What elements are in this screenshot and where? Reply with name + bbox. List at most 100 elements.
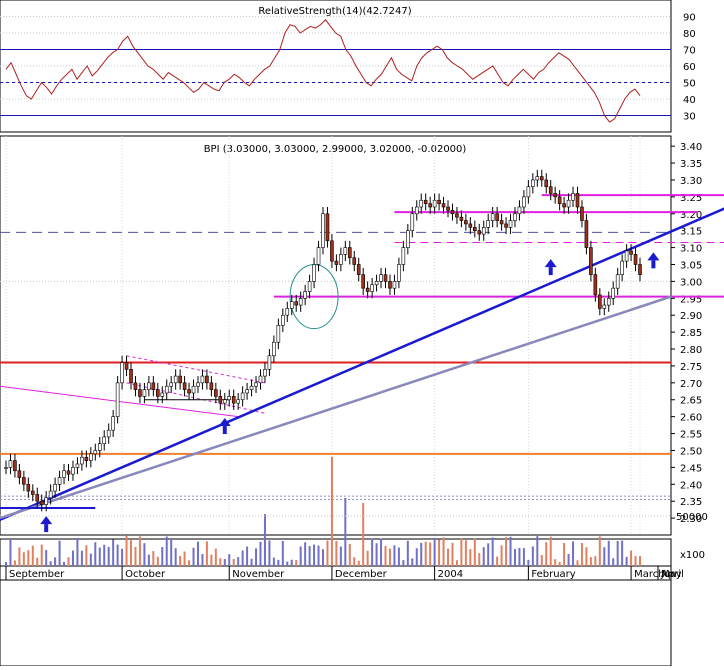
candle-body bbox=[629, 250, 633, 255]
up-arrow-stem bbox=[222, 426, 227, 435]
rsi-tick-label: 60 bbox=[683, 62, 696, 73]
volume-bar bbox=[304, 542, 307, 566]
candle-body bbox=[321, 213, 325, 248]
candle-body bbox=[562, 203, 566, 208]
volume-bar bbox=[513, 548, 516, 566]
candle-body bbox=[347, 247, 352, 259]
candle-body bbox=[133, 382, 138, 390]
volume-bar bbox=[339, 546, 342, 566]
volume-bar bbox=[259, 541, 262, 566]
volume-bar bbox=[299, 546, 302, 566]
price-tick-label: 2.90 bbox=[680, 311, 702, 322]
price-tick-label: 3.10 bbox=[680, 244, 702, 255]
volume-bar bbox=[509, 536, 512, 566]
candle-body bbox=[263, 369, 267, 377]
candle-body bbox=[508, 220, 513, 228]
price-tick-label: 2.55 bbox=[680, 430, 702, 441]
volume-bar bbox=[121, 548, 124, 566]
candle-body bbox=[285, 308, 290, 316]
volume-bar bbox=[98, 547, 101, 566]
candle-body bbox=[343, 247, 348, 255]
volume-bar bbox=[205, 541, 208, 566]
volume-bar bbox=[152, 551, 155, 566]
volume-bar bbox=[420, 542, 423, 566]
candle-body bbox=[48, 490, 53, 499]
volume-bar bbox=[89, 553, 92, 566]
candle-body bbox=[356, 264, 361, 275]
volume-bar bbox=[188, 560, 191, 566]
volume-bar bbox=[308, 546, 311, 566]
candle-body bbox=[97, 443, 102, 451]
volume-bar bbox=[598, 536, 601, 566]
candle-body bbox=[441, 203, 446, 208]
volume-bar bbox=[500, 545, 503, 566]
volume-bar bbox=[5, 562, 7, 566]
candle-body bbox=[281, 314, 285, 326]
price-tick-label: 3.25 bbox=[680, 193, 702, 204]
volume-bar bbox=[603, 547, 606, 566]
blue-uptrend-line bbox=[0, 207, 724, 521]
candle-body bbox=[35, 494, 40, 502]
candle-body bbox=[580, 206, 584, 221]
candle-body bbox=[214, 389, 218, 397]
month-label: May bbox=[661, 569, 682, 580]
candle-body bbox=[624, 250, 629, 262]
rsi-title: RelativeStrength(14)(42.7247) bbox=[258, 6, 411, 17]
rsi-tick-label: 70 bbox=[683, 46, 696, 57]
candle-body bbox=[66, 470, 71, 475]
volume-bar bbox=[496, 556, 499, 566]
volume-bar bbox=[572, 541, 575, 566]
volume-bar bbox=[549, 536, 552, 566]
rsi-tick-label: 50 bbox=[683, 79, 696, 90]
candle-body bbox=[312, 264, 316, 282]
candle-body bbox=[330, 240, 334, 262]
candle-body bbox=[156, 389, 160, 397]
volume-bar bbox=[290, 559, 293, 566]
price-tick-label: 3.40 bbox=[680, 142, 702, 153]
candle-body bbox=[124, 362, 129, 370]
volume-bar bbox=[406, 540, 409, 566]
price-title: BPI (3.03000, 3.03000, 2.99000, 3.02000,… bbox=[204, 144, 467, 155]
candle-body bbox=[71, 467, 75, 475]
volume-bar bbox=[125, 536, 128, 566]
volume-bar bbox=[505, 537, 508, 566]
volume-bar bbox=[491, 537, 494, 566]
volume-bar bbox=[567, 554, 570, 566]
month-label: April bbox=[661, 569, 684, 580]
rsi-tick-label: 30 bbox=[683, 112, 696, 123]
candle-body bbox=[464, 220, 468, 225]
volume-bar bbox=[527, 559, 530, 566]
volume-bar bbox=[518, 547, 521, 566]
volume-bar bbox=[563, 542, 566, 566]
candle-body bbox=[615, 274, 620, 289]
volume-bar bbox=[192, 547, 195, 566]
volume-bar bbox=[433, 537, 436, 566]
volume-bar bbox=[295, 559, 298, 566]
month-label: October bbox=[125, 569, 166, 580]
candle-body bbox=[218, 396, 223, 404]
candle-body bbox=[106, 429, 111, 438]
volume-bar bbox=[71, 550, 74, 566]
volume-bar bbox=[455, 560, 458, 566]
candle-body bbox=[531, 179, 535, 188]
volume-bar bbox=[13, 560, 16, 566]
volume-bar bbox=[161, 547, 164, 566]
candle-body bbox=[80, 456, 84, 465]
candle-body bbox=[468, 223, 473, 228]
up-arrow-icon bbox=[544, 259, 557, 268]
rsi-tick-label: 90 bbox=[683, 13, 696, 24]
candle-body bbox=[160, 392, 165, 397]
candle-body bbox=[13, 460, 17, 472]
candle-body bbox=[276, 325, 281, 343]
candle-body bbox=[548, 186, 553, 194]
price-tick-label: 2.75 bbox=[680, 362, 702, 373]
volume-bar bbox=[147, 554, 150, 566]
volume-bar bbox=[585, 547, 588, 566]
month-label: February bbox=[531, 569, 575, 580]
candle-body bbox=[544, 179, 549, 188]
volume-unit-label: x100 bbox=[680, 550, 705, 561]
volume-bar bbox=[63, 561, 66, 566]
candle-body bbox=[240, 392, 245, 401]
volume-bar bbox=[630, 550, 633, 566]
volume-bar bbox=[277, 559, 280, 566]
